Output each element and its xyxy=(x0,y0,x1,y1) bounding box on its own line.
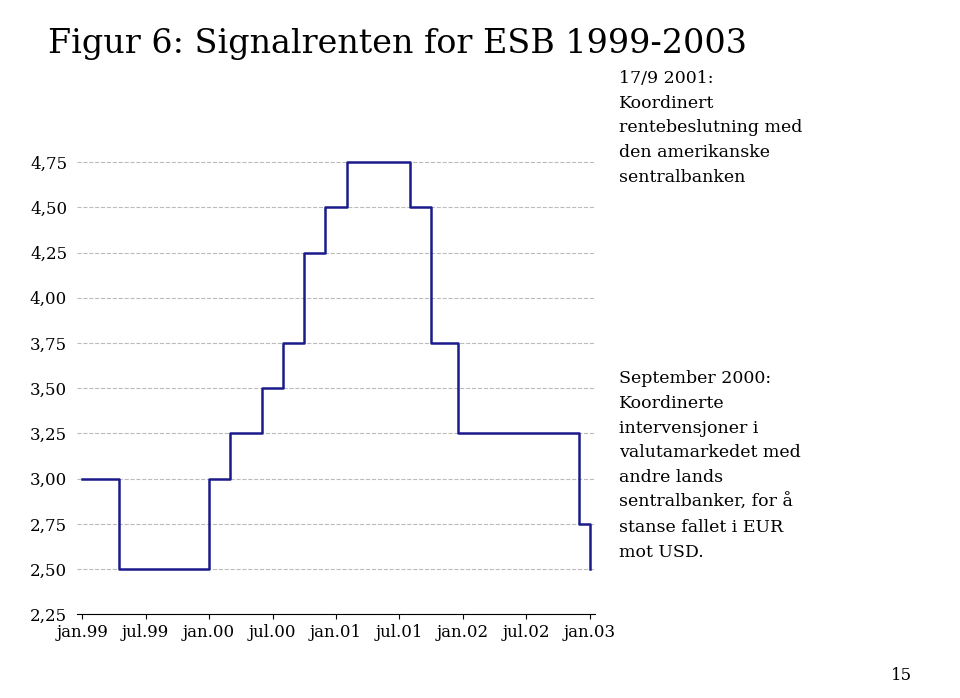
Text: 17/9 2001:
Koordinert
rentebeslutning med
den amerikanske
sentralbanken: 17/9 2001: Koordinert rentebeslutning me… xyxy=(619,70,803,186)
Text: September 2000:
Koordinerte
intervensjoner i
valutamarkedet med
andre lands
sent: September 2000: Koordinerte intervensjon… xyxy=(619,370,801,560)
Text: Figur 6: Signalrenten for ESB 1999-2003: Figur 6: Signalrenten for ESB 1999-2003 xyxy=(48,28,747,60)
Text: 15: 15 xyxy=(891,667,912,684)
